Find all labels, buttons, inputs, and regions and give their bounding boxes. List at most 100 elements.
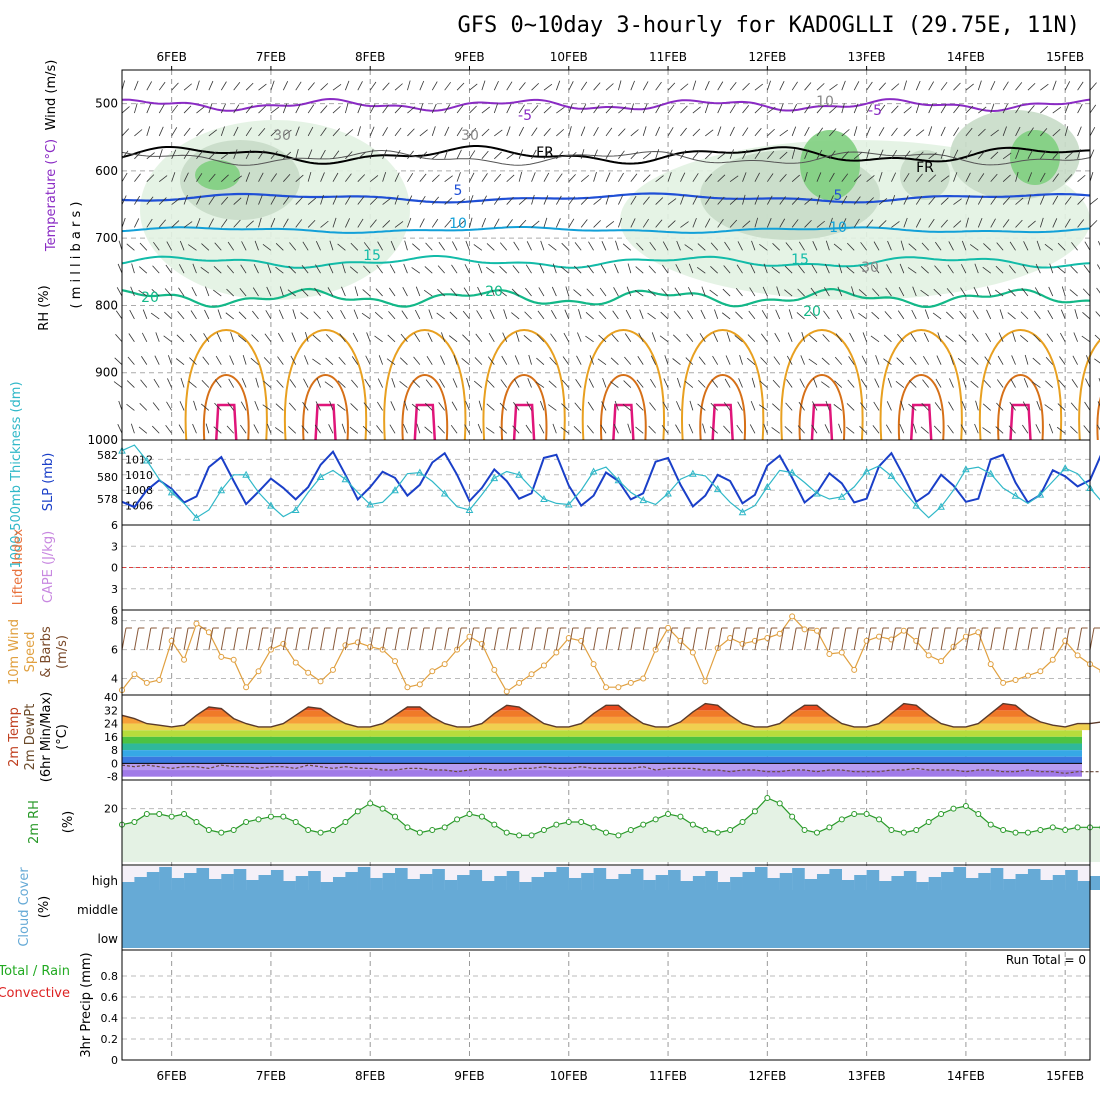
pressure-tick-label: 1000 [87,433,118,447]
wind-barb [531,127,538,137]
rh2m-point [751,808,758,815]
wind-barb [568,196,576,205]
cloud-high-bar [146,872,160,890]
wind-barb [332,217,337,228]
wind-barb [721,312,731,320]
wind-barb [1034,310,1041,320]
wind10-barb [1052,627,1058,651]
wind-barb [626,286,632,297]
wind-barb [900,240,905,251]
cloud-high-bar [1052,875,1066,890]
wind10-barb [655,627,661,651]
wind-barb [481,217,487,228]
rh2m-point [888,827,895,833]
wind-barb [667,104,675,114]
wind-barb [886,264,892,274]
wind-barb [585,312,594,320]
x-tick-label-bottom: 14FEB [947,1069,985,1083]
temp2m-line [121,702,1100,728]
wind-barb [622,243,632,251]
wind-barb [1061,286,1066,297]
cloud-high-bar [593,868,607,890]
wind-barb [985,333,992,342]
li-tick-label: 3 [111,583,118,596]
wind-barb [387,334,396,343]
wind-barb [485,427,495,434]
wind-barb [1070,426,1078,434]
wind-barb [587,264,594,274]
wind-barb [196,217,201,228]
rh2m-point [689,821,696,828]
wind10-barb [903,627,909,651]
wind-barb [878,172,883,182]
isotherm-10 [121,226,1091,234]
wind-barb [1089,149,1095,159]
wind-barb [1023,378,1029,388]
thickness-point [986,469,995,477]
wind-barb [663,378,669,388]
wind-barb [833,243,843,251]
wind-barb [688,423,694,434]
wind-barb [531,149,537,159]
thickness-ylabel: 1000-500mb Thickness (dm) [9,381,24,568]
bl-contour-inner [1009,403,1032,441]
wind-barb [578,309,582,320]
wind-barb [183,195,188,205]
wind-barb [277,356,284,365]
wind-barb [618,217,623,228]
wind-barb [1024,354,1029,365]
wind-barb [788,309,793,320]
wind-barb [1081,335,1091,343]
wind-barb [704,196,712,205]
wind-barb [754,105,763,114]
wind-barb [983,379,992,388]
rh2m-point [367,800,374,807]
wind-barb [307,149,313,159]
wind-barb [270,150,278,160]
wind-barb [365,355,371,365]
temp-tick-label: 0 [111,757,118,770]
wind-barb [1021,287,1029,297]
wind-barb [970,380,979,388]
bl-contour-mid [302,373,349,441]
wind10-point [292,659,299,666]
wind10-barb [258,627,264,651]
wind-barb [502,332,508,342]
wind-barb [134,173,141,182]
temp-band [122,750,1082,757]
wind-barb [146,174,155,182]
wind-barb [337,380,346,388]
wind-barb [478,263,483,274]
contour-label: 15 [363,248,381,264]
wind-barb [841,103,845,114]
wind-barb [667,149,673,159]
wind-barb [262,243,272,251]
wind-barb [824,287,830,297]
wind-barb [898,287,905,297]
wind10-barb [493,627,499,651]
wind-barb [680,195,685,205]
wind-barb [650,355,657,365]
wind-barb [662,241,669,251]
wind-barb [481,195,487,205]
wind-barb [613,287,619,297]
wind-barb [431,126,436,137]
wind-barb [411,267,421,274]
wind-barb [253,264,259,274]
wind-barb [314,287,321,297]
wind-barb [1040,150,1047,160]
wind10-point [603,684,609,691]
wind-barb [961,240,967,251]
wind-barb [1077,149,1081,159]
wind-barb [953,104,960,114]
wind-barb [295,103,301,114]
wind-barb [328,263,334,274]
wind-barb [846,242,855,251]
cloud-high-bar [122,882,135,890]
wind-barb [811,424,818,434]
wind-barb [886,401,892,411]
wind-barb [630,129,639,137]
wind-barb [518,104,525,114]
wind-barb [550,333,557,343]
thickness-point [192,513,201,521]
